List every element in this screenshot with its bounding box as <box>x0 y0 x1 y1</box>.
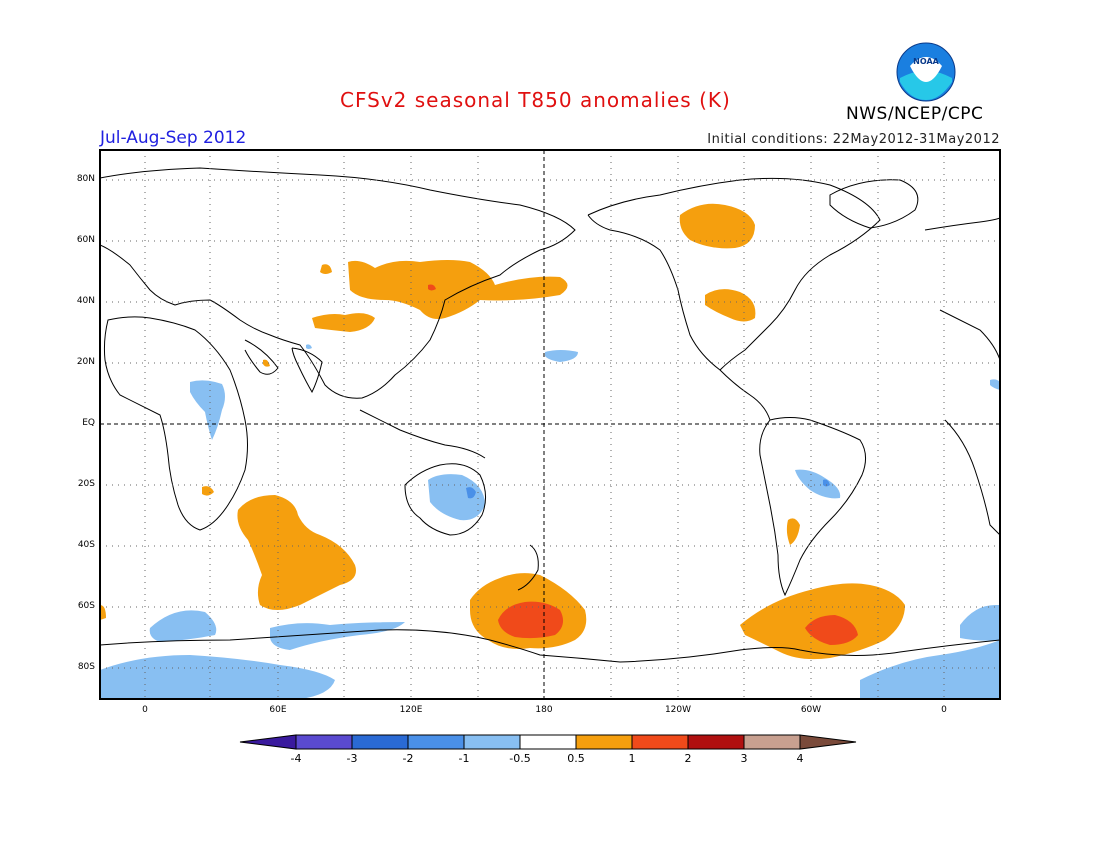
reference-lines <box>100 150 1000 699</box>
noaa-logo-text: NOAA <box>913 57 939 66</box>
colorbar-box <box>631 734 689 750</box>
lat-tick-label: 20N <box>76 357 95 367</box>
lon-tick-label: 0 <box>142 705 148 715</box>
colorbar-label: -1 <box>458 752 470 765</box>
lon-tick-label: 0 <box>941 705 947 715</box>
grid-lines <box>100 150 1000 699</box>
colorbar-box <box>519 734 577 750</box>
colorbar-label: -3 <box>346 752 358 765</box>
colorbar-box <box>407 734 465 750</box>
colorbar-label: 0.5 <box>567 752 585 765</box>
colorbar-label: 2 <box>684 752 692 765</box>
colorbar-box <box>687 734 745 750</box>
colorbar-label: -2 <box>402 752 414 765</box>
lon-tick-label: 180 <box>535 705 553 715</box>
lat-tick-label: 40N <box>76 296 95 306</box>
positive-anomaly-regions <box>100 203 905 660</box>
map-title: CFSv2 seasonal T850 anomalies (K) <box>340 88 731 112</box>
initial-conditions: Initial conditions: 22May2012-31May2012 <box>707 132 1000 147</box>
colorbar-box <box>575 734 633 750</box>
colorbar-box <box>351 734 409 750</box>
lat-tick-label: 60N <box>76 235 95 245</box>
agency-label: NWS/NCEP/CPC <box>846 104 984 124</box>
negative-anomaly-regions <box>100 344 1000 699</box>
colorbar-label: -0.5 <box>509 752 531 765</box>
strong-negative-regions <box>466 479 830 499</box>
colorbar-box <box>463 734 521 750</box>
lat-tick-label: EQ <box>82 418 95 428</box>
lat-tick-label: 20S <box>77 479 95 489</box>
lat-tick-label: 80S <box>77 662 95 672</box>
lon-tick-label: 120W <box>664 705 692 715</box>
colorbar-label: 3 <box>740 752 748 765</box>
lat-tick-label: 80N <box>76 174 95 184</box>
colorbar <box>239 734 857 750</box>
colorbar-box <box>295 734 353 750</box>
lon-tick-label: 60E <box>269 705 287 715</box>
colorbar-label: -4 <box>290 752 302 765</box>
lon-tick-label: 60W <box>800 705 822 715</box>
map-frame <box>99 149 1001 700</box>
strong-positive-regions <box>428 284 858 645</box>
noaa-logo-icon: NOAA <box>896 42 956 102</box>
colorbar-label: 1 <box>628 752 636 765</box>
lat-tick-label: 40S <box>77 540 95 550</box>
lon-tick-label: 120E <box>399 705 423 715</box>
colorbar-box <box>743 734 801 750</box>
lat-tick-label: 60S <box>77 601 95 611</box>
colorbar-min-arrow <box>239 734 297 750</box>
colorbar-max-arrow <box>799 734 857 750</box>
coastlines <box>100 167 1000 663</box>
colorbar-label: 4 <box>796 752 804 765</box>
season-label: Jul-Aug-Sep 2012 <box>100 128 247 148</box>
